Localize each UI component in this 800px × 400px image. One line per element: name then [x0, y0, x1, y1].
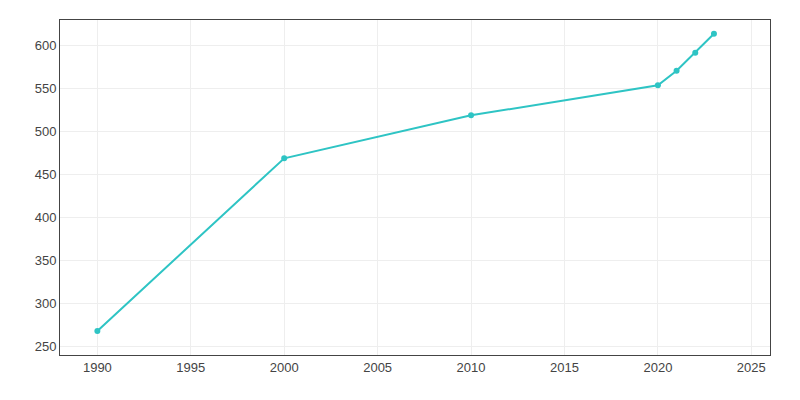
svg-text:2005: 2005 [363, 360, 392, 375]
svg-text:350: 350 [35, 253, 57, 268]
svg-text:2020: 2020 [643, 360, 672, 375]
svg-text:1990: 1990 [83, 360, 112, 375]
svg-text:2015: 2015 [550, 360, 579, 375]
svg-text:600: 600 [35, 38, 57, 53]
svg-text:400: 400 [35, 210, 57, 225]
svg-text:2000: 2000 [270, 360, 299, 375]
svg-text:2010: 2010 [457, 360, 486, 375]
svg-text:1995: 1995 [176, 360, 205, 375]
svg-text:250: 250 [35, 339, 57, 354]
svg-text:2025: 2025 [737, 360, 766, 375]
svg-text:450: 450 [35, 167, 57, 182]
svg-text:550: 550 [35, 81, 57, 96]
svg-text:500: 500 [35, 124, 57, 139]
svg-text:300: 300 [35, 296, 57, 311]
